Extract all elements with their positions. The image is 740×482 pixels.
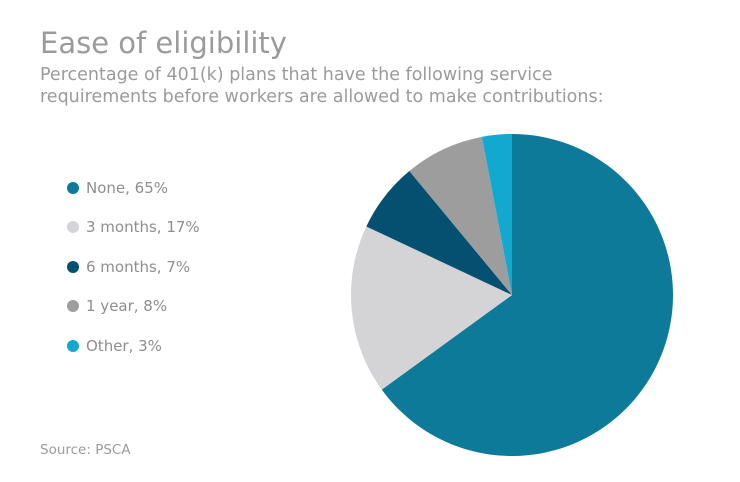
chart-title: Ease of eligibility — [40, 26, 287, 60]
chart-subtitle: Percentage of 401(k) plans that have the… — [40, 64, 720, 108]
chart-legend: None, 65% 3 months, 17% 6 months, 7% 1 y… — [67, 168, 200, 366]
legend-label-6-months: 6 months, 7% — [86, 257, 191, 276]
legend-label-none: None, 65% — [86, 178, 169, 197]
legend-swatch-3-months — [67, 221, 79, 234]
legend-item-none: None, 65% — [67, 168, 200, 208]
legend-item-1-year: 1 year, 8% — [67, 287, 200, 327]
legend-swatch-6-months — [67, 260, 79, 273]
pie-slice-6-months — [366, 170, 512, 295]
legend-item-3-months: 3 months, 17% — [67, 208, 200, 248]
legend-label-3-months: 3 months, 17% — [86, 218, 200, 237]
legend-label-1-year: 1 year, 8% — [86, 297, 168, 316]
pie-slice-1-year — [409, 136, 512, 295]
pie-slice-3-months — [351, 226, 512, 390]
legend-item-6-months: 6 months, 7% — [67, 247, 200, 287]
subtitle-line-1: Percentage of 401(k) plans that have the… — [40, 65, 553, 85]
pie-slice-other — [481, 134, 512, 295]
legend-swatch-other — [67, 339, 79, 352]
legend-swatch-none — [67, 181, 79, 194]
legend-swatch-1-year — [67, 300, 79, 313]
legend-label-other: Other, 3% — [86, 336, 162, 355]
subtitle-line-2: requirements before workers are allowed … — [40, 87, 604, 107]
legend-item-other: Other, 3% — [67, 326, 200, 366]
source-note: Source: PSCA — [40, 442, 131, 458]
pie-slice-none — [381, 134, 674, 456]
